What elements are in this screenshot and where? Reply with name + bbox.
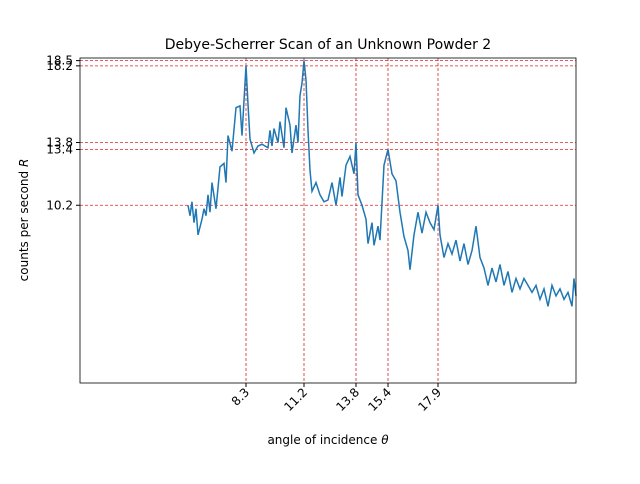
y-tick-label: 10.2 xyxy=(46,198,73,212)
data-line xyxy=(187,60,577,307)
y-axis-label: counts per second R xyxy=(17,159,31,282)
y-tick-label: 13.4 xyxy=(46,142,73,156)
chart-title: Debye-Scherrer Scan of an Unknown Powder… xyxy=(165,37,491,53)
y-label-symbol: R xyxy=(17,159,31,167)
y-label-text: counts per second xyxy=(17,171,31,281)
x-label-symbol: θ xyxy=(381,433,389,447)
y-tick-label: 13.8 xyxy=(46,136,73,150)
x-label-text: angle of incidence xyxy=(267,433,377,447)
y-tick-label: 18.5 xyxy=(46,54,73,68)
y-tick-label: 18.2 xyxy=(46,59,73,73)
plot-frame xyxy=(79,57,577,384)
x-axis-label: angle of incidence θ xyxy=(267,433,389,447)
